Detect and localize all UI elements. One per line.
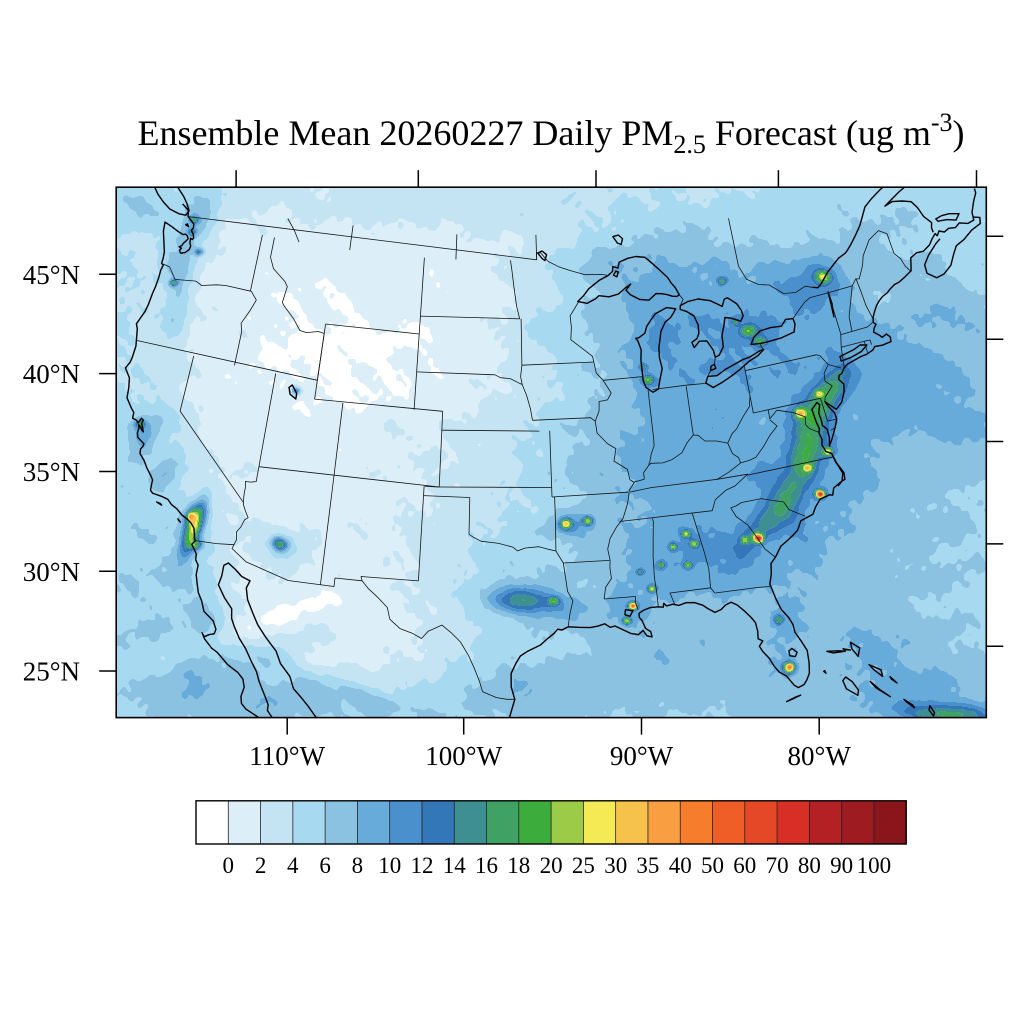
svg-text:100°W: 100°W [425, 741, 502, 771]
svg-text:35°N: 35°N [23, 457, 80, 487]
svg-text:90: 90 [830, 853, 853, 878]
svg-text:18: 18 [507, 853, 530, 878]
svg-text:2: 2 [255, 853, 267, 878]
svg-text:80: 80 [798, 853, 821, 878]
svg-text:60: 60 [733, 853, 756, 878]
svg-text:25°N: 25°N [23, 657, 80, 687]
svg-text:35: 35 [636, 853, 659, 878]
svg-text:70: 70 [766, 853, 789, 878]
svg-text:90°W: 90°W [610, 741, 674, 771]
svg-text:8: 8 [352, 853, 364, 878]
svg-text:16: 16 [475, 853, 498, 878]
svg-text:40°N: 40°N [23, 359, 80, 389]
svg-text:14: 14 [443, 853, 467, 878]
svg-text:10: 10 [378, 853, 401, 878]
svg-text:12: 12 [411, 853, 434, 878]
svg-text:0: 0 [223, 853, 235, 878]
svg-text:Ensemble Mean 20260227 Daily P: Ensemble Mean 20260227 Daily PM2.5 Forec… [137, 108, 964, 159]
svg-text:80°W: 80°W [788, 741, 852, 771]
svg-text:110°W: 110°W [249, 741, 325, 771]
svg-text:50: 50 [701, 853, 724, 878]
svg-text:20: 20 [540, 853, 563, 878]
svg-text:30: 30 [604, 853, 627, 878]
svg-text:4: 4 [287, 853, 299, 878]
svg-text:40: 40 [669, 853, 692, 878]
svg-text:6: 6 [319, 853, 331, 878]
svg-text:30°N: 30°N [23, 557, 80, 587]
svg-text:45°N: 45°N [23, 260, 80, 290]
svg-text:25: 25 [572, 853, 595, 878]
svg-text:100: 100 [857, 853, 892, 878]
